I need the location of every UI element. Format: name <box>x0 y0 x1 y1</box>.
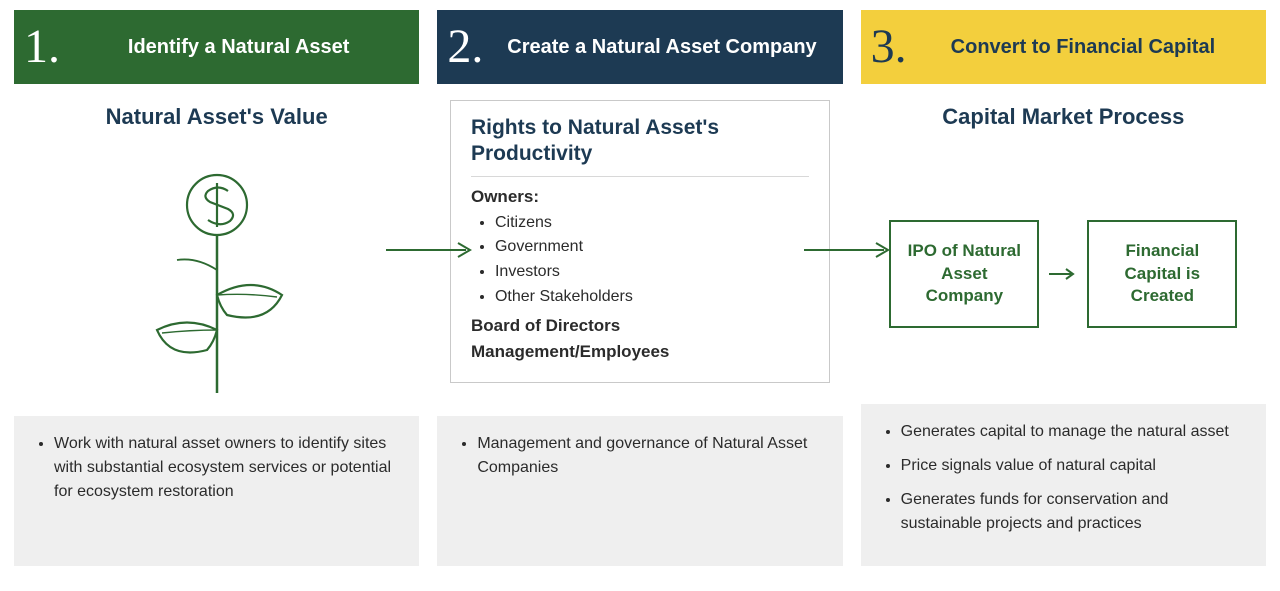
step-2-header: 2. Create a Natural Asset Company <box>437 10 842 84</box>
step-1-title: Identify a Natural Asset <box>74 35 403 60</box>
step-2-box-zone: Rights to Natural Asset's Productivity O… <box>437 84 842 416</box>
step-1-footer: Work with natural asset owners to identi… <box>14 416 419 566</box>
step-3-boxes-zone: IPO of Natural Asset Company Financial C… <box>861 144 1266 404</box>
step-2-column: 2. Create a Natural Asset Company Rights… <box>437 10 842 566</box>
step-3-footer-item: Generates capital to manage the natural … <box>901 420 1246 444</box>
step-3-footer-item: Generates funds for conservation and sus… <box>901 488 1246 536</box>
step-2-footer: Management and governance of Natural Ass… <box>437 416 842 566</box>
owner-item: Citizens <box>495 211 809 236</box>
arrow-icon <box>1049 267 1077 281</box>
step-1-footer-item: Work with natural asset owners to identi… <box>54 432 399 504</box>
step-1-number: 1. <box>24 23 60 71</box>
step-3-subtitle: Capital Market Process <box>861 104 1266 130</box>
board-label: Board of Directors <box>471 316 809 336</box>
rights-box-title: Rights to Natural Asset's Productivity <box>471 115 809 177</box>
step-2-title: Create a Natural Asset Company <box>497 35 826 60</box>
step-2-footer-item: Management and governance of Natural Ass… <box>477 432 822 480</box>
ipo-box: IPO of Natural Asset Company <box>889 220 1039 329</box>
owner-item: Investors <box>495 260 809 285</box>
step-1-graphic-zone <box>14 144 419 416</box>
step-3-number: 3. <box>871 23 907 71</box>
mgmt-label: Management/Employees <box>471 342 809 362</box>
dollar-plant-icon <box>142 165 292 395</box>
step-3-footer: Generates capital to manage the natural … <box>861 404 1266 566</box>
result-box: Financial Capital is Created <box>1087 220 1237 329</box>
step-2-number: 2. <box>447 23 483 71</box>
step-3-footer-item: Price signals value of natural capital <box>901 454 1246 478</box>
owner-item: Other Stakeholders <box>495 285 809 310</box>
rights-box: Rights to Natural Asset's Productivity O… <box>450 100 830 383</box>
step-1-header: 1. Identify a Natural Asset <box>14 10 419 84</box>
step-3-title: Convert to Financial Capital <box>921 35 1250 60</box>
step-1-subtitle: Natural Asset's Value <box>14 104 419 130</box>
step-1-column: 1. Identify a Natural Asset Natural Asse… <box>14 10 419 566</box>
owners-list: Citizens Government Investors Other Stak… <box>471 211 809 310</box>
step-3-column: 3. Convert to Financial Capital Capital … <box>861 10 1266 566</box>
step-3-header: 3. Convert to Financial Capital <box>861 10 1266 84</box>
owners-label: Owners: <box>471 187 809 207</box>
owner-item: Government <box>495 235 809 260</box>
